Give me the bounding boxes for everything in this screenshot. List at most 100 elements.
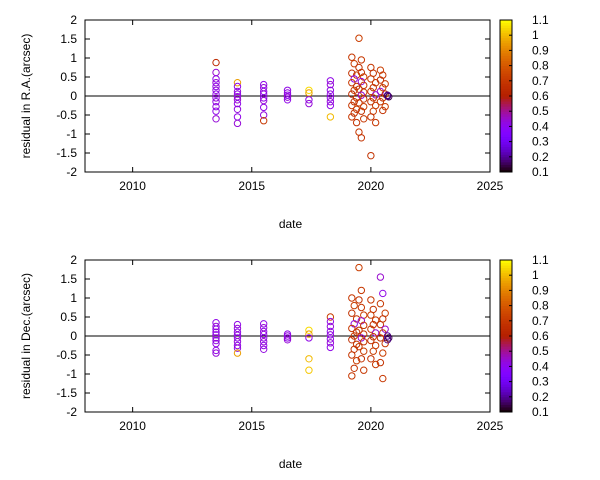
colorbar-segment	[500, 60, 512, 64]
x-tick-label: 2010	[119, 419, 146, 433]
x-tick-label: 2025	[477, 179, 504, 193]
colorbar-tick-label: 0.4	[532, 359, 549, 373]
data-point	[367, 98, 375, 106]
data-point	[326, 113, 335, 121]
data-point	[360, 95, 368, 103]
data-point	[212, 328, 220, 336]
x-tick-label: 2015	[238, 419, 265, 433]
colorbar-segment	[500, 111, 512, 115]
colorbar-segment	[500, 116, 512, 120]
data-point	[376, 358, 385, 367]
data-point	[348, 53, 356, 61]
data-point	[357, 107, 366, 115]
data-point	[367, 151, 375, 160]
colorbar-segment	[500, 37, 512, 41]
data-point	[379, 349, 387, 357]
data-point	[350, 86, 358, 95]
data-point	[357, 334, 366, 342]
data-point	[348, 324, 356, 333]
data-point	[305, 86, 313, 95]
colorbar-tick-label: 0.3	[532, 375, 549, 389]
data-point	[367, 325, 375, 333]
colorbar-segment	[500, 394, 512, 398]
data-point	[305, 326, 313, 334]
y-tick-label: 2	[70, 13, 77, 27]
data-point	[381, 339, 389, 348]
colorbar-segment	[500, 260, 512, 264]
colorbar-segment	[500, 277, 512, 281]
data-point	[283, 93, 292, 101]
colorbar-segment	[500, 58, 512, 62]
y-tick-label: -1	[66, 367, 77, 381]
y-tick-label: -0.5	[56, 108, 77, 122]
data-point	[212, 75, 220, 83]
data-point	[233, 90, 242, 98]
data-point	[212, 68, 220, 77]
data-point	[212, 94, 220, 102]
data-point	[233, 105, 242, 114]
data-point	[376, 334, 385, 342]
colorbar-segment	[500, 166, 512, 170]
data-point	[355, 326, 363, 334]
colorbar-segment	[500, 141, 512, 145]
x-tick-label: 2020	[358, 179, 385, 193]
data-point	[369, 94, 377, 102]
data-point	[350, 364, 358, 372]
colorbar-segment	[500, 315, 512, 319]
data-point	[357, 303, 366, 312]
data-point	[371, 329, 380, 337]
data-point	[233, 96, 242, 104]
colorbar-segment	[500, 295, 512, 299]
colorbar-segment	[500, 310, 512, 314]
data-point	[381, 102, 389, 111]
data-point	[326, 331, 335, 339]
data-point	[360, 366, 368, 374]
colorbar-segment	[500, 396, 512, 400]
colorbar-tick-label: 0.5	[532, 104, 549, 118]
colorbar-segment	[500, 22, 512, 26]
colorbar-segment	[500, 123, 512, 127]
colorbar-segment	[500, 47, 512, 51]
data-point	[326, 80, 335, 89]
data-point	[357, 91, 366, 99]
chart-panel-2: -2 -1.5 -1 -0.5 0 0.5 1 1.5 2 2010 2015 2020 2025 dat…	[19, 253, 549, 471]
data-point	[367, 336, 375, 345]
data-point	[283, 96, 292, 104]
data-point	[369, 83, 377, 92]
colorbar-segment	[500, 65, 512, 69]
colorbar-segment	[500, 136, 512, 140]
colorbar-segment	[500, 131, 512, 135]
colorbar-segment	[500, 154, 512, 158]
y-tick-label: -1.5	[56, 146, 77, 160]
data-point	[348, 309, 356, 317]
colorbar-segment	[500, 93, 512, 97]
chart-panel-1: -2 -1.5 -1 -0.5 0 0.5 1 1.5 2 2010 2015 2020 2025 dat…	[19, 13, 549, 231]
data-point	[357, 355, 366, 363]
data-point	[233, 328, 242, 336]
data-point	[212, 79, 220, 87]
y-tick-label: 0	[70, 329, 77, 343]
data-point	[357, 286, 366, 295]
data-point	[212, 336, 220, 345]
data-point	[369, 347, 377, 355]
colorbar-segment	[500, 90, 512, 94]
colorbar-segment	[500, 149, 512, 153]
colorbar-segment	[500, 351, 512, 355]
data-point	[367, 311, 375, 319]
data-point	[360, 321, 368, 330]
data-point	[379, 83, 387, 92]
colorbar-segment	[500, 73, 512, 77]
x-tick-label: 2020	[358, 419, 385, 433]
colorbar-segment	[500, 63, 512, 67]
colorbar-segment	[500, 32, 512, 36]
colorbar-segment	[500, 371, 512, 375]
data-point	[376, 273, 385, 281]
data-point	[212, 90, 220, 98]
colorbar-tick-label: 1	[532, 268, 539, 282]
colorbar-tick-label: 0.7	[532, 74, 549, 88]
data-point	[233, 113, 242, 121]
y-axis-label: residual in R.A.(arcsec)	[19, 34, 33, 159]
colorbar-segment	[500, 85, 512, 89]
data-point	[348, 294, 356, 302]
colorbar-segment	[500, 406, 512, 410]
